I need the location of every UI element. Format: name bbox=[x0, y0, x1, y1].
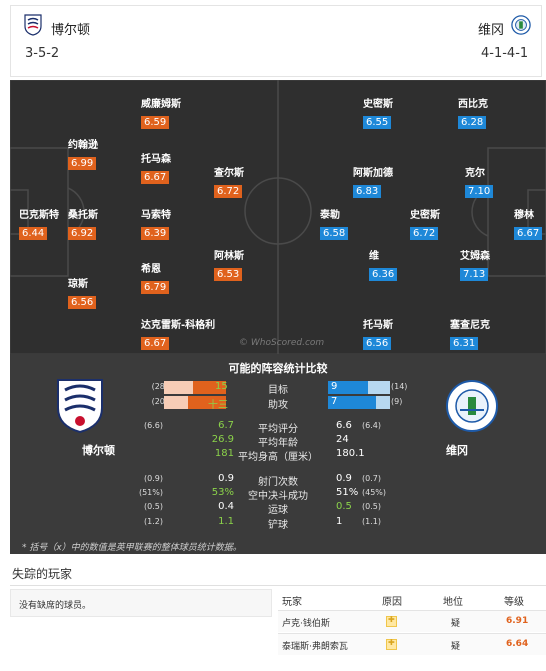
home-player[interactable]: 巴克斯特 6.44 bbox=[19, 210, 59, 240]
stat-row-avg-height: 181 平均身高（厘米） 180.1 bbox=[214, 448, 365, 463]
away-player[interactable]: 史密斯 6.55 bbox=[363, 99, 393, 129]
missing-rating: 6.64 bbox=[506, 639, 529, 649]
home-player[interactable]: 希恩 6.79 bbox=[141, 260, 170, 294]
away-player[interactable]: 克尔 7.10 bbox=[465, 164, 494, 198]
home-team-name[interactable]: 博尔顿 bbox=[51, 23, 91, 38]
missing-player-name[interactable]: 卢克·钱伯斯 bbox=[282, 619, 330, 629]
away-player[interactable]: 穆林 6.67 bbox=[514, 206, 543, 240]
away-player[interactable]: 维 6.36 bbox=[369, 247, 398, 281]
away-team-label: 维冈 bbox=[446, 444, 468, 457]
home-team-label: 博尔顿 bbox=[82, 444, 115, 457]
stat-row-goals: (28) 15 目标 9 (14) bbox=[151, 381, 408, 396]
home-formation: 3-5-2 bbox=[25, 46, 60, 61]
away-team-name[interactable]: 维冈 bbox=[478, 23, 505, 38]
missing-players-title: 失踪的玩家 bbox=[12, 567, 73, 581]
lineup-stats-panel: 可能的阵容统计比较 博尔顿 维冈 (28) 15 目标 9 (14) (20) … bbox=[10, 354, 546, 554]
table-row[interactable]: 泰瑞斯·弗朗索瓦 疑 6.64 bbox=[278, 633, 546, 655]
stat-row-shots: (0.9) 0.9 射门次数 0.9 (0.7) bbox=[144, 473, 381, 488]
bolton-large-badge-icon bbox=[57, 379, 103, 434]
home-player[interactable]: 阿林斯 6.53 bbox=[214, 251, 244, 281]
home-player[interactable]: 琼斯 6.56 bbox=[68, 275, 97, 309]
away-player[interactable]: 泰勒 6.58 bbox=[320, 206, 349, 240]
stats-title: 可能的阵容统计比较 bbox=[228, 362, 328, 375]
away-player[interactable]: 艾姆森 7.13 bbox=[460, 251, 490, 281]
home-player[interactable]: 威廉姆斯 6.59 bbox=[141, 99, 181, 129]
lineup-pitch: 巴克斯特 6.44 约翰逊 6.99 桑托斯 6.92 琼斯 6.56 威廉姆斯… bbox=[10, 80, 546, 354]
stats-footnote: * 括号（x）中的数值是英甲联赛的整体球员统计数据。 bbox=[22, 543, 242, 553]
away-player[interactable]: 史密斯 6.72 bbox=[410, 210, 440, 240]
away-player[interactable]: 西比克 6.28 bbox=[458, 99, 488, 129]
table-row[interactable]: 卢克·钱伯斯 疑 6.91 bbox=[278, 610, 546, 632]
home-player[interactable]: 约翰逊 6.99 bbox=[68, 140, 98, 170]
home-player[interactable]: 桑托斯 6.92 bbox=[68, 210, 98, 240]
pitch-lines bbox=[10, 80, 546, 354]
stat-row-dribbles: (0.5) 0.4 运球 0.5 (0.5) bbox=[144, 501, 381, 516]
home-player[interactable]: 托马森 6.67 bbox=[141, 154, 171, 184]
stat-row-tackles: (1.2) 1.1 铲球 1 (1.1) bbox=[144, 516, 381, 531]
match-header: 博尔顿 3-5-2 维冈 4-1-4-1 bbox=[10, 5, 542, 77]
divider bbox=[10, 585, 546, 586]
stat-row-assists: (20) 十三 助攻 7 (9) bbox=[151, 396, 403, 411]
watermark: © WhoScored.com bbox=[239, 338, 325, 348]
wigan-large-badge-icon bbox=[446, 380, 498, 432]
home-player[interactable]: 达克雷斯-科格利 6.67 bbox=[141, 320, 216, 350]
stat-row-aerials: (51%) 53% 空中决斗成功 51% (45%) bbox=[138, 487, 387, 502]
wigan-badge-icon bbox=[511, 15, 531, 35]
bolton-badge-icon bbox=[24, 14, 42, 36]
away-player[interactable]: 托马斯 6.56 bbox=[363, 320, 393, 350]
injury-icon bbox=[386, 638, 397, 650]
stat-row-avg-rating: (6.6) 6.7 平均评分 6.6 (6.4) bbox=[144, 420, 381, 435]
away-player[interactable]: 塞查尼克 6.31 bbox=[450, 320, 490, 350]
col-reason: 原因 bbox=[382, 597, 402, 608]
missing-player-name[interactable]: 泰瑞斯·弗朗索瓦 bbox=[282, 642, 348, 652]
injury-icon bbox=[386, 615, 397, 627]
stat-row-avg-age: 26.9 平均年龄 24 bbox=[211, 434, 349, 449]
missing-status: 疑 bbox=[451, 619, 461, 629]
col-rating: 等级 bbox=[504, 597, 524, 608]
no-missing-message: 没有缺席的球员。 bbox=[19, 601, 92, 611]
away-formation: 4-1-4-1 bbox=[481, 46, 529, 61]
home-player[interactable]: 马索特 6.39 bbox=[141, 210, 171, 240]
missing-status: 疑 bbox=[451, 642, 461, 652]
away-player[interactable]: 阿斯加德 6.83 bbox=[353, 168, 393, 198]
missing-rating: 6.91 bbox=[506, 616, 529, 626]
home-missing-box: 没有缺席的球员。 bbox=[10, 589, 272, 617]
col-player: 玩家 bbox=[282, 597, 302, 608]
col-status: 地位 bbox=[443, 597, 463, 608]
home-player[interactable]: 查尔斯 6.72 bbox=[214, 168, 244, 198]
